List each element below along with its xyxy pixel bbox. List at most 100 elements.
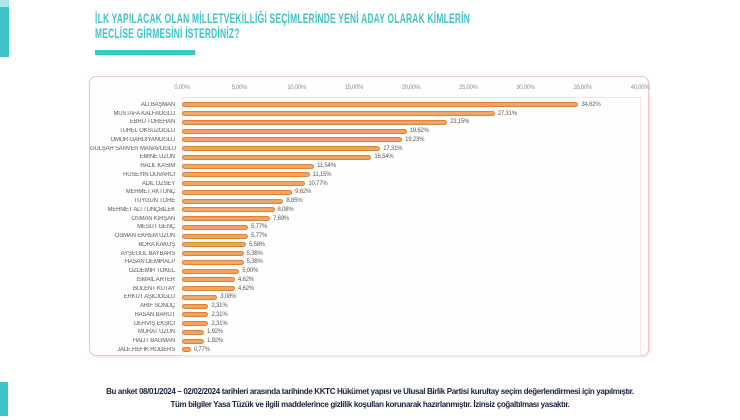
x-axis-tick-label: 5,00% [231,85,247,91]
bar-row: ARİF SONUÇ 2,31% [90,302,648,311]
value-label: 17,31% [383,145,403,152]
value-label: 5,00% [242,268,259,275]
bar [182,216,271,222]
category-label: ADİL ÖZSEY [141,180,175,187]
footer-disclaimer: Bu anket 08/01/2024 – 02/02/2024 tarihle… [0,385,740,411]
x-axis-tick-label: 20,00% [401,85,421,91]
page-title-line1: İLK YAPILACAK OLAN MİLLETVEKİLLİĞİ SEÇİM… [95,10,471,26]
x-axis-tick-label: 15,00% [344,85,364,91]
bar [182,329,204,335]
value-label: 2,31% [211,311,228,318]
category-label: ÖMÜR GARDİYANOĞLU [110,136,176,143]
category-label: ARİF SONUÇ [139,303,175,310]
bar-row: ADİL ÖZSEY 10,77% [90,179,648,188]
bar-row: HÜSEYİN DUVARCI 11,15% [90,171,648,180]
category-label: EMİNE UZUN [139,154,176,161]
category-label: TUYGUN TÖRE [133,198,176,205]
bar-row: DERVİŞ EKŞİCİ 2,31% [90,319,648,328]
value-label: 3,08% [220,294,237,301]
bar-row: BÜLENT KUTAY 4,62% [90,284,648,293]
accent-bar-bottom-left [0,382,8,416]
bar-row: MEHMET AKTUNÇ 9,62% [90,188,648,197]
value-label: 8,08% [277,206,294,213]
bar-row: İSMAİL ARTER 4,62% [90,276,648,285]
bar [182,347,191,353]
bar-row: BORA KAKUŞ 5,58% [90,241,648,250]
category-label: MEHMET AKTUNÇ [125,189,175,196]
bar-row: AYŞEGÜL BAYBARS 5,38% [90,249,648,258]
value-label: 2,31% [211,320,228,327]
value-label: 1,92% [206,329,223,336]
category-label: HASAN DEMİRALP [124,259,175,266]
value-label: 5,77% [251,233,268,240]
bar-row: HASAN DEMİRALP 5,38% [90,258,648,267]
category-label: DERVİŞ EKŞİCİ [134,320,175,327]
category-label: JALE REFİK ROGERS [117,346,175,353]
value-label: 2,31% [211,303,228,310]
bar [182,224,249,230]
category-label: ALİ BAŞMAN [140,101,175,108]
value-label: 5,77% [251,224,268,231]
x-axis-tick-label: 40,00% [630,85,650,91]
footer-line2: Tüm bilgiler Yasa Tüzük ve ilgili maddel… [170,400,570,409]
value-label: 0,77% [193,346,210,353]
bar-row: OSMAN EKREM UZUN 5,77% [90,232,648,241]
bar-row: JALE REFİK ROGERS 0,77% [90,346,648,355]
value-label: 5,38% [246,250,263,257]
accent-bar-top-left-light [0,0,9,10]
bar-row: ÖMÜR GARDİYANOĞLU 19,23% [90,136,648,145]
bar-row: ALİ BAŞMAN 34,62% [90,101,648,110]
bar-row: HALİL KASIM 11,54% [90,162,648,171]
bar [182,102,579,108]
bar-row: GÜLŞAH SANVER MANAVOĞLU 17,31% [90,144,648,153]
bar [182,321,209,327]
bar [182,146,381,152]
category-label: HASAN BARUT [134,311,176,318]
bar-row: HALİT BAĞMAN 1,92% [90,337,648,346]
bar-row: TUYGUN TÖRE 8,85% [90,197,648,206]
chart-panel: 0,00% 5,00% 10,00% 15,00% 20,00% 25,00% 30,00%… [89,76,650,356]
bar-row: MURAT UZUN 1,92% [90,328,648,337]
x-axis-tick-label: 25,00% [458,85,478,91]
bar-row: MUSTAFA KALFAOĞLU 27,31% [90,109,648,118]
title-underline [95,50,195,55]
x-axis-tick-label: 10,00% [287,85,306,91]
value-label: 4,62% [237,276,254,283]
category-label: OSMAN EKREM UZUN [114,233,175,240]
value-label: 27,31% [497,110,517,117]
bar [182,189,293,195]
category-label: BÜLENT KUTAY [133,285,175,292]
x-axis-tick-label: 0,00% [174,85,190,91]
bar-row: EBRU TÖREHAN 23,15% [90,118,648,127]
bar [182,286,235,292]
category-label: TÜREL ÖKSÜZOĞLU [119,128,175,135]
bar [182,312,209,318]
bar [182,111,495,117]
bar-row: OSMAN KIRŞAN 7,69% [90,214,648,223]
value-label: 23,15% [450,119,470,126]
bar [182,338,204,344]
bar-row: EMİNE UZUN 16,54% [90,153,648,162]
x-axis-tick-label: 35,00% [573,85,593,91]
category-label: HALİT BAĞMAN [132,338,175,345]
page-title: İLK YAPILACAK OLAN MİLLETVEKİLLİĞİ SEÇİM… [95,11,720,41]
value-label: 34,62% [581,101,601,108]
category-label: İSMAİL ARTER [136,276,175,283]
value-label: 10,77% [308,180,328,187]
bar [182,277,235,283]
value-label: 9,62% [295,189,312,196]
bar [182,181,306,187]
bar [182,137,403,143]
bar [182,207,275,213]
category-label: BORA KAKUŞ [138,241,175,248]
category-label: MUSTAFA KALFAOĞLU [113,110,175,117]
bar [182,303,209,309]
bar [182,251,244,257]
page-title-line2: MECLİSE GİRMESİNİ İSTERDİNİZ? [95,25,240,41]
bar-row: TÜREL ÖKSÜZOĞLU 19,62% [90,127,648,136]
category-label: EBRU TÖREHAN [129,119,175,126]
value-label: 19,23% [405,136,425,143]
bar [182,233,249,239]
bar-row: HASAN BARUT 2,31% [90,311,648,320]
